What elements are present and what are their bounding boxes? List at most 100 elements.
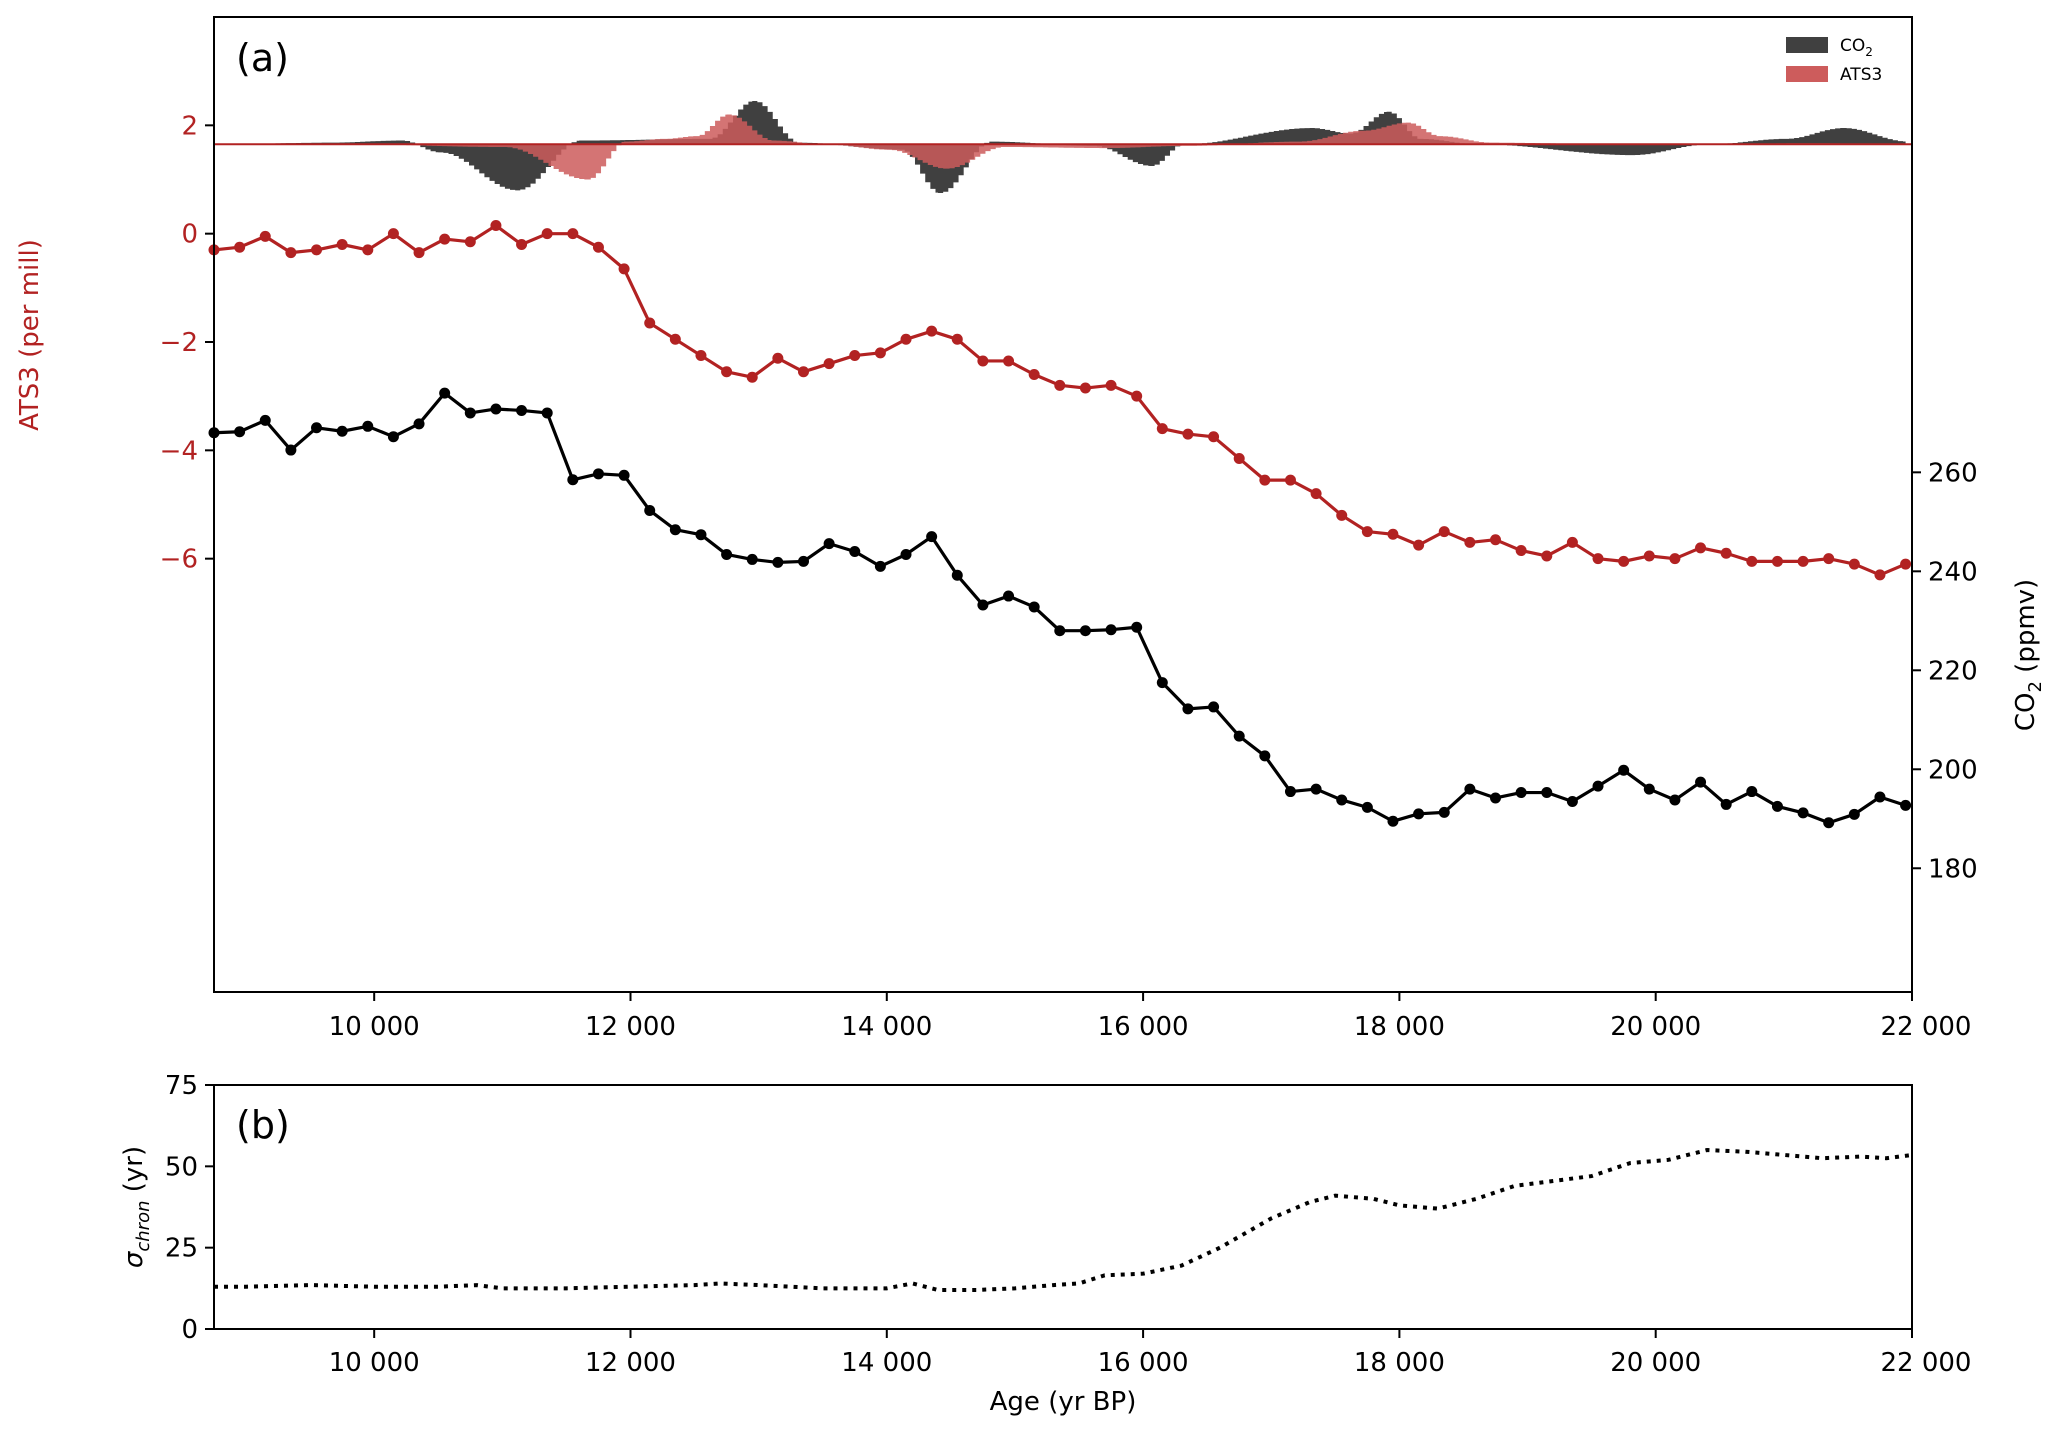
y-left-tick-label: 0 — [181, 220, 198, 250]
data-point-co- — [1361, 801, 1373, 813]
data-point-ats3 — [721, 366, 733, 378]
data-point-ats3 — [900, 333, 912, 345]
data-point-ats3 — [849, 350, 861, 362]
y-right-tick-label: 200 — [1928, 755, 1978, 785]
data-point-ats3 — [823, 358, 835, 370]
y-right-tick-label: 260 — [1928, 458, 1978, 488]
y-tick-label-b: 50 — [165, 1152, 198, 1182]
data-point-co- — [439, 387, 451, 399]
data-point-ats3 — [1387, 528, 1399, 540]
data-point-ats3 — [1003, 355, 1015, 367]
data-point-ats3 — [490, 220, 502, 232]
data-point-co- — [1695, 776, 1707, 788]
data-point-co- — [1848, 808, 1860, 820]
data-point-co- — [926, 531, 938, 543]
data-point-co- — [1643, 783, 1655, 795]
data-point-co- — [259, 414, 271, 426]
legend-swatch-ats3 — [1786, 66, 1828, 82]
x-tick-label-a: 16 000 — [1098, 1012, 1189, 1042]
data-point-ats3 — [1643, 550, 1655, 562]
data-point-ats3 — [259, 230, 271, 242]
data-point-ats3 — [413, 247, 425, 259]
data-point-ats3 — [311, 244, 323, 256]
data-point-ats3 — [1566, 536, 1578, 548]
data-point-ats3 — [1874, 569, 1886, 581]
data-point-ats3 — [874, 347, 886, 359]
data-point-ats3 — [1746, 555, 1758, 567]
data-point-co- — [1284, 786, 1296, 798]
data-point-co- — [1515, 787, 1527, 799]
data-point-ats3 — [1182, 428, 1194, 440]
data-point-ats3 — [1515, 545, 1527, 557]
data-point-co- — [1464, 783, 1476, 795]
x-tick-label-a: 20 000 — [1610, 1012, 1701, 1042]
data-point-co- — [1156, 677, 1168, 689]
data-point-ats3 — [336, 239, 348, 250]
data-point-co- — [311, 422, 323, 434]
data-point-co- — [900, 548, 912, 560]
data-point-co- — [336, 425, 348, 437]
y-right-axis-label: CO2 (ppmv) — [2011, 579, 2046, 731]
data-point-co- — [618, 469, 630, 481]
y-right-tick-label: 220 — [1928, 656, 1978, 686]
data-point-co- — [1413, 808, 1425, 820]
y-right-tick-label: 180 — [1928, 854, 1978, 884]
y-left-tick-label: −2 — [160, 328, 198, 358]
data-point-ats3 — [618, 263, 630, 275]
data-point-co- — [1592, 780, 1604, 792]
data-point-co- — [1182, 703, 1194, 715]
data-point-ats3 — [926, 325, 938, 337]
data-point-ats3 — [1105, 379, 1117, 391]
x-tick-label-b: 20 000 — [1610, 1348, 1701, 1378]
data-point-co- — [234, 426, 246, 438]
data-point-co- — [464, 407, 476, 419]
sigma-chron-line-0 — [214, 1148, 1913, 1292]
data-point-co- — [1771, 800, 1783, 812]
data-point-co- — [1387, 815, 1399, 827]
data-point-ats3 — [1771, 555, 1783, 567]
data-point-ats3 — [1208, 431, 1220, 443]
x-tick-label-a: 12 000 — [585, 1012, 676, 1042]
data-point-co- — [413, 418, 425, 430]
data-point-ats3 — [1823, 553, 1835, 565]
data-point-co- — [1797, 807, 1809, 819]
y-right-tick-label: 240 — [1928, 557, 1978, 587]
data-point-ats3 — [234, 241, 246, 253]
y-left-tick-label: −6 — [160, 545, 198, 575]
data-point-co- — [387, 431, 399, 443]
data-point-co- — [285, 444, 297, 456]
y-axis-label-sigma: σchron (yr) — [119, 1146, 154, 1268]
data-point-co- — [1720, 798, 1732, 810]
panel-a-label: (a) — [236, 36, 289, 80]
data-point-ats3 — [285, 247, 297, 259]
data-point-ats3 — [1848, 558, 1860, 570]
data-point-co- — [1028, 601, 1040, 613]
panel-a-frame — [213, 16, 1913, 993]
data-point-co- — [746, 553, 758, 565]
data-point-ats3 — [387, 228, 399, 240]
legend-swatch-co2 — [1786, 37, 1828, 53]
x-tick-label-a: 14 000 — [841, 1012, 932, 1042]
data-point-ats3 — [541, 228, 553, 240]
data-point-ats3 — [1900, 558, 1912, 570]
panel-b-label: (b) — [236, 1103, 290, 1147]
y-left-tick-label: 2 — [181, 111, 198, 141]
x-axis-label: Age (yr BP) — [990, 1387, 1137, 1417]
y-tick-label-b: 25 — [165, 1234, 198, 1264]
data-point-co- — [1566, 795, 1578, 807]
data-point-ats3 — [1438, 526, 1450, 538]
data-point-ats3 — [1361, 526, 1373, 538]
panel-b: 0 25 50 75 10 000 12 000 14 000 16 000 18 000 20 … — [119, 1071, 1971, 1417]
x-tick-label-b: 10 000 — [329, 1348, 420, 1378]
data-point-co- — [1079, 625, 1091, 637]
data-point-ats3 — [772, 352, 784, 364]
data-point-ats3 — [1720, 547, 1732, 559]
data-point-co- — [1618, 764, 1630, 776]
data-point-ats3 — [977, 355, 989, 367]
data-point-co- — [1233, 730, 1245, 742]
legend-label-ats3: ATS3 — [1840, 65, 1882, 85]
y-left-axis-label: ATS3 (per mill) — [15, 239, 45, 431]
data-point-ats3 — [1310, 488, 1322, 500]
data-point-co- — [541, 407, 553, 419]
